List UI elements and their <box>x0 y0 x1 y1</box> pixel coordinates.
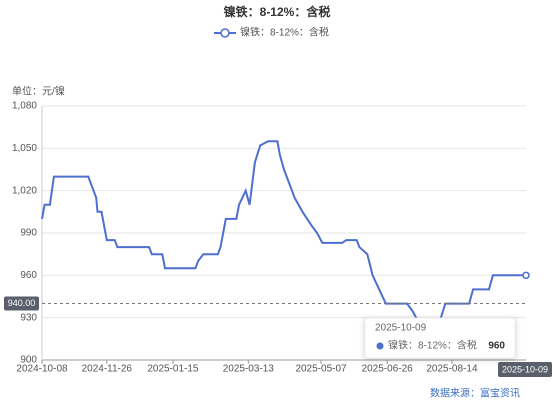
x-tick-label: 2025-08-14 <box>426 364 478 375</box>
series-line <box>41 140 526 322</box>
y-tick-label: 1,080 <box>12 101 37 112</box>
y-tick-label: 930 <box>20 312 37 323</box>
crosshair-y-label: 940.00 <box>8 298 36 308</box>
source: 数据来源：富宝资讯 <box>430 387 520 400</box>
y-tick-label: 900 <box>20 355 37 366</box>
crosshair-y-box <box>4 296 39 311</box>
legend-label: 镍铁：8-12%：含税 <box>240 26 329 39</box>
tooltip-date: 2025-10-09 <box>375 323 427 334</box>
y-tick-label: 1,050 <box>12 143 37 154</box>
tooltip-box <box>364 317 516 359</box>
y-tick-label: 990 <box>20 228 37 239</box>
tooltip-dot <box>376 342 384 350</box>
hover-marker <box>522 271 530 280</box>
tooltip-value: 960 <box>488 341 505 352</box>
tooltip: 2025-10-09 镍铁：8-12%：含税 960 <box>364 317 516 359</box>
y-tick-label: 960 <box>20 270 37 281</box>
crosshair-x-box <box>498 362 552 377</box>
unit-label: 单位：元/镍 <box>12 85 65 98</box>
chart-title: 镍铁：8-12%：含税 <box>224 4 331 19</box>
x-tick-label: 2024-10-08 <box>16 364 68 375</box>
x-tick-label: 2025-05-07 <box>295 364 347 375</box>
tooltip-name: 镍铁：8-12%：含税 <box>388 339 477 352</box>
x-tick-label: 2024-11-26 <box>82 364 133 375</box>
x-tick-label: 2025-06-26 <box>362 364 414 375</box>
crosshair-x-label: 2025-10-09 <box>502 364 548 374</box>
x-tick-label: 2025-01-15 <box>147 364 199 375</box>
x-tick-label: 2025-03-13 <box>223 364 275 375</box>
legend-marker <box>220 28 230 38</box>
y-tick-label: 1,020 <box>12 185 37 196</box>
